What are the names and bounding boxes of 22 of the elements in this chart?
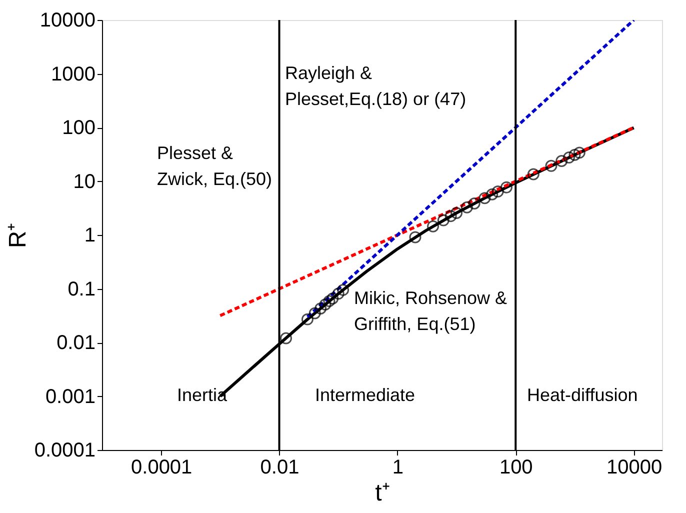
y-tick-label: 100 [62, 117, 96, 139]
y-tick-label: 10 [73, 170, 96, 193]
annotation: Mikic, Rohsenow & Griffith, Eq.(51) [354, 288, 508, 334]
annotation: Inertia [177, 385, 228, 405]
y-tick-label: 1000 [51, 63, 96, 86]
y-tick-label: 10000 [40, 10, 96, 32]
annotation: Intermediate [315, 385, 416, 405]
y-tick-label: 0.01 [56, 332, 96, 354]
annotation: Rayleigh & Plesset,Eq.(18) or (47) [285, 63, 466, 109]
x-tick-label: 10000 [606, 456, 662, 478]
y-tick-label: 0.001 [45, 386, 96, 408]
annotation: Plesset & Zwick, Eq.(50) [157, 143, 272, 189]
x-axis-title: t⁺ [375, 480, 390, 506]
x-tick-label: 0.01 [260, 456, 300, 478]
y-tick-label: 1 [84, 224, 96, 246]
annotation: Heat-diffusion [527, 385, 638, 405]
x-tick-label: 0.0001 [131, 456, 192, 478]
x-tick-label: 1 [392, 456, 404, 478]
y-tick-label: 0.1 [68, 278, 96, 300]
y-tick-label: 0.0001 [34, 440, 96, 462]
y-axis-title: R⁺ [4, 222, 32, 248]
x-tick-label: 100 [499, 456, 533, 478]
